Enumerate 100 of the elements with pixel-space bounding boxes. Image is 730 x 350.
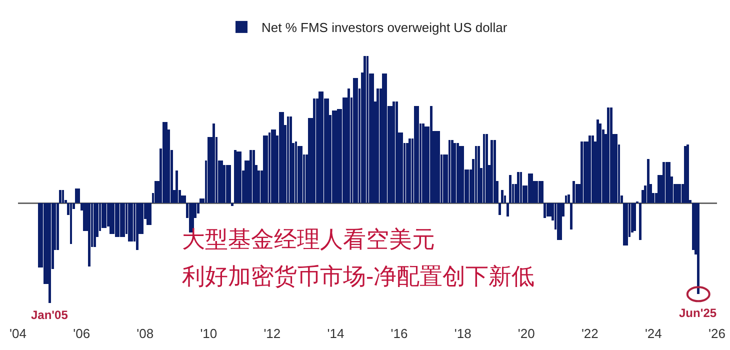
- bar: [462, 146, 464, 204]
- bar: [642, 190, 644, 204]
- bar: [506, 203, 509, 216]
- bar: [83, 203, 86, 231]
- bar: [697, 203, 700, 294]
- bar: [128, 203, 130, 242]
- bar: [122, 203, 125, 237]
- bar: [392, 102, 396, 204]
- bar: [162, 122, 165, 204]
- bar: [266, 135, 268, 204]
- bar: [626, 203, 628, 246]
- bar: [184, 196, 186, 204]
- bar: [560, 203, 562, 240]
- bar: [493, 140, 496, 204]
- bar: [657, 175, 660, 204]
- bar: [48, 203, 52, 303]
- bar: [544, 203, 546, 218]
- bar: [583, 141, 586, 204]
- annotation: 大型基金经理人看空美元: [182, 226, 435, 252]
- bar: [149, 203, 152, 226]
- bar: [599, 124, 602, 204]
- bar: [416, 106, 419, 204]
- bar: [610, 108, 612, 204]
- bar: [114, 203, 118, 237]
- annotation: Jun'25: [679, 306, 717, 320]
- bar: [686, 144, 690, 204]
- bar: [231, 203, 234, 206]
- x-tick-label: '10: [200, 326, 218, 341]
- bar: [414, 106, 416, 204]
- bar: [112, 203, 115, 234]
- bar: [485, 134, 488, 204]
- bar: [634, 203, 636, 231]
- bar: [509, 175, 512, 204]
- bar: [207, 136, 210, 204]
- bar: [684, 146, 686, 204]
- bar: [678, 184, 682, 204]
- bar: [297, 146, 300, 204]
- bar: [136, 203, 138, 250]
- bar: [289, 116, 292, 204]
- bar: [591, 135, 594, 204]
- bar: [88, 203, 91, 266]
- bar: [607, 108, 610, 204]
- bar: [252, 150, 255, 204]
- bar: [422, 124, 424, 204]
- bar: [278, 112, 282, 204]
- bar: [356, 78, 358, 204]
- bar: [130, 203, 133, 242]
- bar: [662, 162, 666, 204]
- bar: [78, 188, 80, 204]
- x-tick-label: '08: [136, 326, 154, 341]
- bar: [580, 141, 584, 204]
- bar: [538, 181, 541, 204]
- x-tick-label: '26: [708, 326, 726, 341]
- bar: [141, 203, 144, 234]
- bar: [321, 91, 324, 204]
- bar: [646, 158, 650, 204]
- bar: [364, 56, 366, 204]
- x-tick-label: '18: [454, 326, 472, 341]
- bar: [456, 142, 459, 204]
- bar: [528, 174, 530, 204]
- bar: [104, 203, 107, 228]
- bar: [300, 146, 303, 204]
- bar: [352, 78, 356, 204]
- legend-label: Net % FMS investors overweight US dollar: [262, 20, 508, 36]
- bar: [228, 164, 232, 204]
- x-tick-label: '24: [644, 326, 662, 341]
- bar: [376, 88, 380, 204]
- bar: [517, 172, 520, 204]
- bar: [454, 142, 456, 204]
- x-tick-label: '16: [390, 326, 408, 341]
- bar: [154, 181, 157, 204]
- bar: [384, 74, 388, 204]
- bar: [212, 124, 216, 204]
- bar: [270, 130, 274, 204]
- bar: [498, 203, 501, 215]
- bar: [59, 190, 62, 204]
- x-tick-label: '04: [10, 326, 26, 341]
- bar: [501, 190, 504, 204]
- bar: [443, 154, 446, 204]
- bar: [668, 162, 670, 204]
- bar: [615, 134, 618, 204]
- bar: [430, 106, 432, 204]
- bar: [38, 203, 40, 268]
- bar: [575, 184, 578, 204]
- bar: [567, 194, 570, 204]
- bar: [223, 164, 226, 204]
- bar: [308, 118, 310, 204]
- bar: [120, 203, 122, 237]
- bar: [540, 181, 544, 204]
- bar: [665, 162, 668, 204]
- bar: [313, 98, 316, 204]
- bar: [250, 150, 252, 204]
- bar: [234, 150, 236, 204]
- bar: [570, 203, 573, 230]
- x-tick-label: '22: [581, 326, 598, 341]
- x-tick-label: '20: [518, 326, 535, 341]
- bar: [226, 164, 228, 204]
- bar: [262, 135, 266, 204]
- bar: [623, 203, 626, 246]
- bar: [451, 140, 454, 204]
